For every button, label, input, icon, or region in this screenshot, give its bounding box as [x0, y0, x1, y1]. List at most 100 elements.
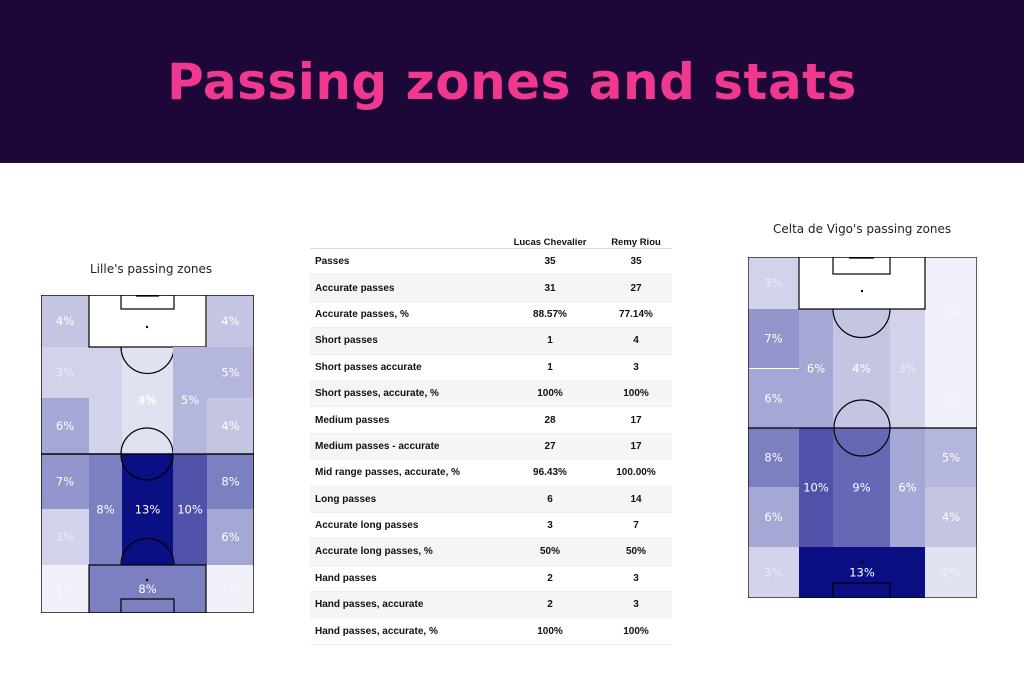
zone-cell: 2% — [122, 347, 173, 454]
zone-value-label: 9% — [852, 481, 870, 495]
zone-value-label: 4% — [942, 510, 960, 524]
stats-value-player-1: 1 — [500, 327, 600, 355]
stats-value-player-1: 2 — [500, 565, 600, 593]
stats-value-player-1: 6 — [500, 486, 600, 513]
stats-value-player-2: 7 — [600, 512, 672, 540]
stats-value-player-2: 3 — [600, 354, 672, 381]
zone-cell: 6% — [748, 487, 799, 547]
zone-cell: 4% — [207, 398, 254, 454]
stats-value-player-1: 88.57% — [500, 301, 600, 329]
zone-cell: 8% — [89, 454, 122, 565]
stats-value-player-1: 28 — [500, 406, 600, 434]
zone-cell: 9% — [833, 428, 890, 547]
zone-cell: 3% — [890, 309, 925, 428]
zone-value-label: 8% — [138, 582, 156, 596]
zone-value-label: 4% — [852, 362, 870, 376]
stats-value-player-1: 31 — [500, 274, 600, 302]
stats-metric-label: Short passes, accurate, % — [310, 380, 500, 408]
zone-cell: 1% — [925, 257, 977, 369]
zone-cell: 8% — [748, 428, 799, 487]
lille-pitch-title: Lille's passing zones — [90, 262, 213, 276]
zone-value-label: 3% — [764, 566, 782, 580]
stats-value-player-2: 3 — [600, 565, 672, 593]
zone-value-label: 2% — [942, 566, 960, 580]
stats-value-player-2: 27 — [600, 274, 672, 302]
zone-value-label: 1% — [942, 392, 960, 406]
zone-cell: 8% — [207, 454, 254, 509]
stats-row: Accurate passes, % 88.57% 77.14% — [310, 301, 672, 329]
stats-row: Hand passes 2 3 — [310, 565, 672, 593]
zone-value-label: 6% — [764, 392, 782, 406]
zone-cell: 5% — [925, 428, 977, 487]
stats-row: Accurate long passes 3 7 — [310, 512, 672, 540]
celta-pitch-title: Celta de Vigo's passing zones — [773, 222, 952, 236]
stats-value-player-2: 4 — [600, 327, 672, 355]
zone-cell: 6% — [799, 309, 833, 428]
zone-value-label: 3% — [56, 366, 74, 380]
zone-value-label: 7% — [56, 475, 74, 489]
stats-value-player-2: 3 — [600, 591, 672, 619]
zone-value-label: 5% — [181, 393, 199, 407]
stats-metric-label: Short passes accurate — [310, 354, 500, 381]
stats-metric-label: Accurate long passes, % — [310, 538, 500, 566]
zone-value-label: 6% — [807, 362, 825, 376]
stats-value-player-1: 2 — [500, 591, 600, 619]
stats-value-player-1: 50% — [500, 538, 600, 566]
zone-cell: 4% — [41, 295, 89, 347]
stats-row: Short passes 1 4 — [310, 327, 672, 355]
zone-cell: 3% — [41, 509, 89, 565]
stats-value-player-2: 100% — [600, 380, 672, 408]
stats-row: Medium passes 28 17 — [310, 406, 672, 434]
stats-metric-label: Mid range passes, accurate, % — [310, 459, 500, 487]
stats-value-player-1: 100% — [500, 380, 600, 408]
banner-title: Passing zones and stats — [167, 52, 857, 111]
stats-header-row: Lucas Chevalier Remy Riou — [310, 236, 672, 249]
zone-cell: 6% — [748, 369, 799, 428]
banner: Passing zones and stats — [0, 0, 1024, 163]
stats-metric-label: Medium passes — [310, 406, 500, 434]
stats-value-player-2: 100% — [600, 617, 672, 645]
stats-metric-label: Hand passes — [310, 565, 500, 593]
celta-passing-zones-heatmap: 3% 1% 7% 6% 4% 3% 1% 6% 8% 10% 9% 6% 5% 6% 4% 3% 13% 2% — [748, 257, 977, 598]
zone-cell: 5% — [207, 347, 254, 398]
zone-value-label: 13% — [849, 566, 875, 580]
zone-value-label: 1% — [221, 582, 239, 596]
stats-metric-label: Medium passes - accurate — [310, 433, 500, 461]
zone-value-label: 8% — [764, 451, 782, 465]
stats-metric-label: Long passes — [310, 486, 500, 513]
stats-metric-label: Accurate passes, % — [310, 301, 500, 329]
zone-cell: 7% — [41, 454, 89, 509]
zone-value-label: 6% — [898, 481, 916, 495]
zone-cell: 6% — [207, 509, 254, 565]
stats-row: Hand passes, accurate 2 3 — [310, 591, 672, 619]
zone-cell: 3% — [748, 547, 799, 598]
stats-row: Short passes, accurate, % 100% 100% — [310, 380, 672, 408]
stats-metric-label: Short passes — [310, 327, 500, 355]
zone-cell: 6% — [890, 428, 925, 547]
zone-value-label: 1% — [942, 306, 960, 320]
zone-cell — [89, 347, 122, 454]
stats-value-player-2: 17 — [600, 406, 672, 434]
zone-value-label: 4% — [221, 419, 239, 433]
zone-cell: 7% — [748, 309, 799, 368]
pitch-markings — [41, 295, 254, 613]
zone-value-label: 6% — [764, 510, 782, 524]
goalkeeper-stats-table: Lucas Chevalier Remy Riou Passes 35 35 Accu… — [310, 236, 672, 645]
zone-cell: 4% — [833, 309, 890, 428]
zone-value-label: 4% — [56, 314, 74, 328]
zone-cell: 2% — [925, 547, 977, 598]
stats-row: Medium passes - accurate 27 17 — [310, 433, 672, 461]
zone-value-label: 4% — [138, 393, 156, 407]
stats-row: Long passes 6 14 — [310, 486, 672, 513]
zone-value-label: 4% — [221, 314, 239, 328]
zone-cell: 10% — [799, 428, 833, 547]
zone-value-label: 5% — [942, 451, 960, 465]
zone-value-label: 5% — [221, 366, 239, 380]
stats-value-player-2: 77.14% — [600, 301, 672, 329]
stats-metric-label: Hand passes, accurate — [310, 591, 500, 619]
zone-cell: 13% — [799, 547, 925, 598]
zone-value-label: 6% — [56, 419, 74, 433]
stats-value-player-2: 100.00% — [600, 459, 672, 487]
stats-value-player-2: 35 — [600, 248, 672, 276]
zone-cell: 3% — [41, 347, 89, 398]
